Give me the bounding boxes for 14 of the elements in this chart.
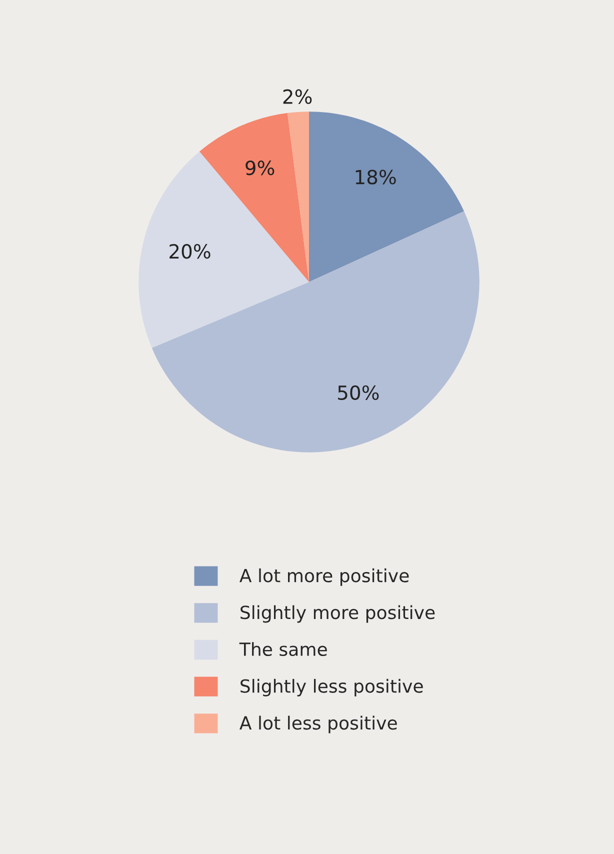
pie-slice: [287, 112, 309, 282]
legend-label: The same: [239, 642, 327, 656]
data-label: 20%: [170, 244, 210, 259]
data-label: 9%: [246, 160, 274, 176]
pie-slice: [309, 112, 464, 282]
data-label: 18%: [356, 170, 396, 184]
pie-slice: [138, 151, 309, 348]
legend-label: A lot more positive: [240, 568, 409, 586]
pie-slice: [152, 211, 480, 452]
legend-label: A lot less positive: [240, 716, 397, 734]
legend-label: Slightly less positive: [240, 678, 423, 696]
legend-label: Slightly more positive: [240, 605, 435, 623]
data-label: 50%: [338, 385, 379, 400]
data-label: 2%: [283, 89, 312, 104]
